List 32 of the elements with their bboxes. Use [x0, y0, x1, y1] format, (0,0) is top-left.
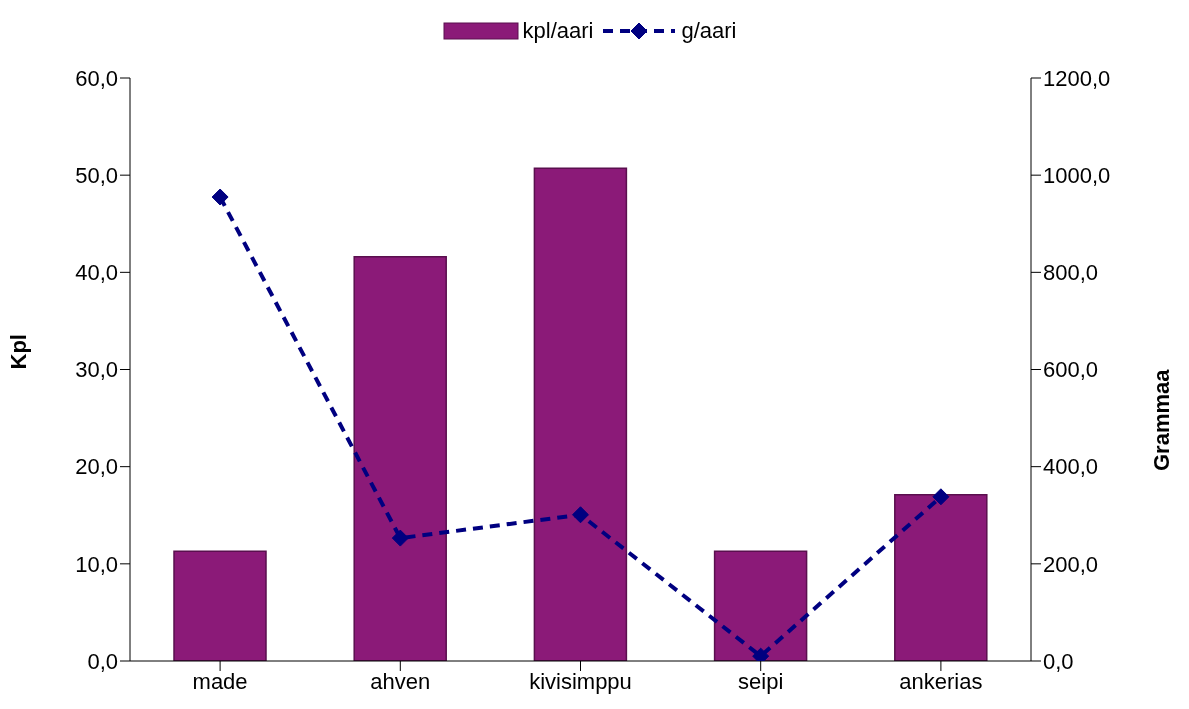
y-tick-label: 60,0	[75, 65, 118, 91]
bar	[713, 550, 808, 661]
y-tick-label: 50,0	[75, 162, 118, 188]
bar	[173, 550, 267, 661]
y2-tick-label: 1000,0	[1043, 162, 1111, 188]
y2-tick-label: 400,0	[1043, 454, 1099, 480]
x-tick-label: kivisimppu	[529, 668, 632, 694]
bar	[353, 256, 447, 661]
point	[572, 506, 589, 524]
y2-axis-title: Grammaa	[1148, 368, 1174, 472]
point	[211, 188, 229, 206]
y2-tick-label: 600,0	[1043, 357, 1099, 383]
y-tick-label: 30,0	[75, 357, 118, 383]
y-tick-label: 40,0	[75, 260, 118, 286]
x-tick-label: made	[192, 668, 248, 694]
point	[391, 529, 409, 547]
y-tick-label: 10,0	[75, 551, 118, 577]
y2-tick-label: 0,0	[1043, 648, 1074, 674]
y-tick-label: 0,0	[87, 648, 118, 674]
y2-tick-label: 1200,0	[1043, 65, 1111, 91]
y-axis-title: Kpl	[5, 334, 31, 370]
x-tick-label: ankerias	[899, 668, 983, 694]
legend-label: g/aari	[681, 18, 737, 44]
y-tick-label: 20,0	[75, 454, 118, 480]
y2-tick-label: 200,0	[1043, 551, 1099, 577]
x-tick-label: ahven	[370, 668, 431, 694]
bar	[894, 494, 988, 661]
point	[932, 488, 950, 506]
legend-label: kpl/aari	[522, 18, 594, 44]
y2-tick-label: 800,0	[1043, 260, 1099, 286]
x-tick-label: seipi	[738, 668, 784, 694]
bar	[533, 167, 628, 661]
